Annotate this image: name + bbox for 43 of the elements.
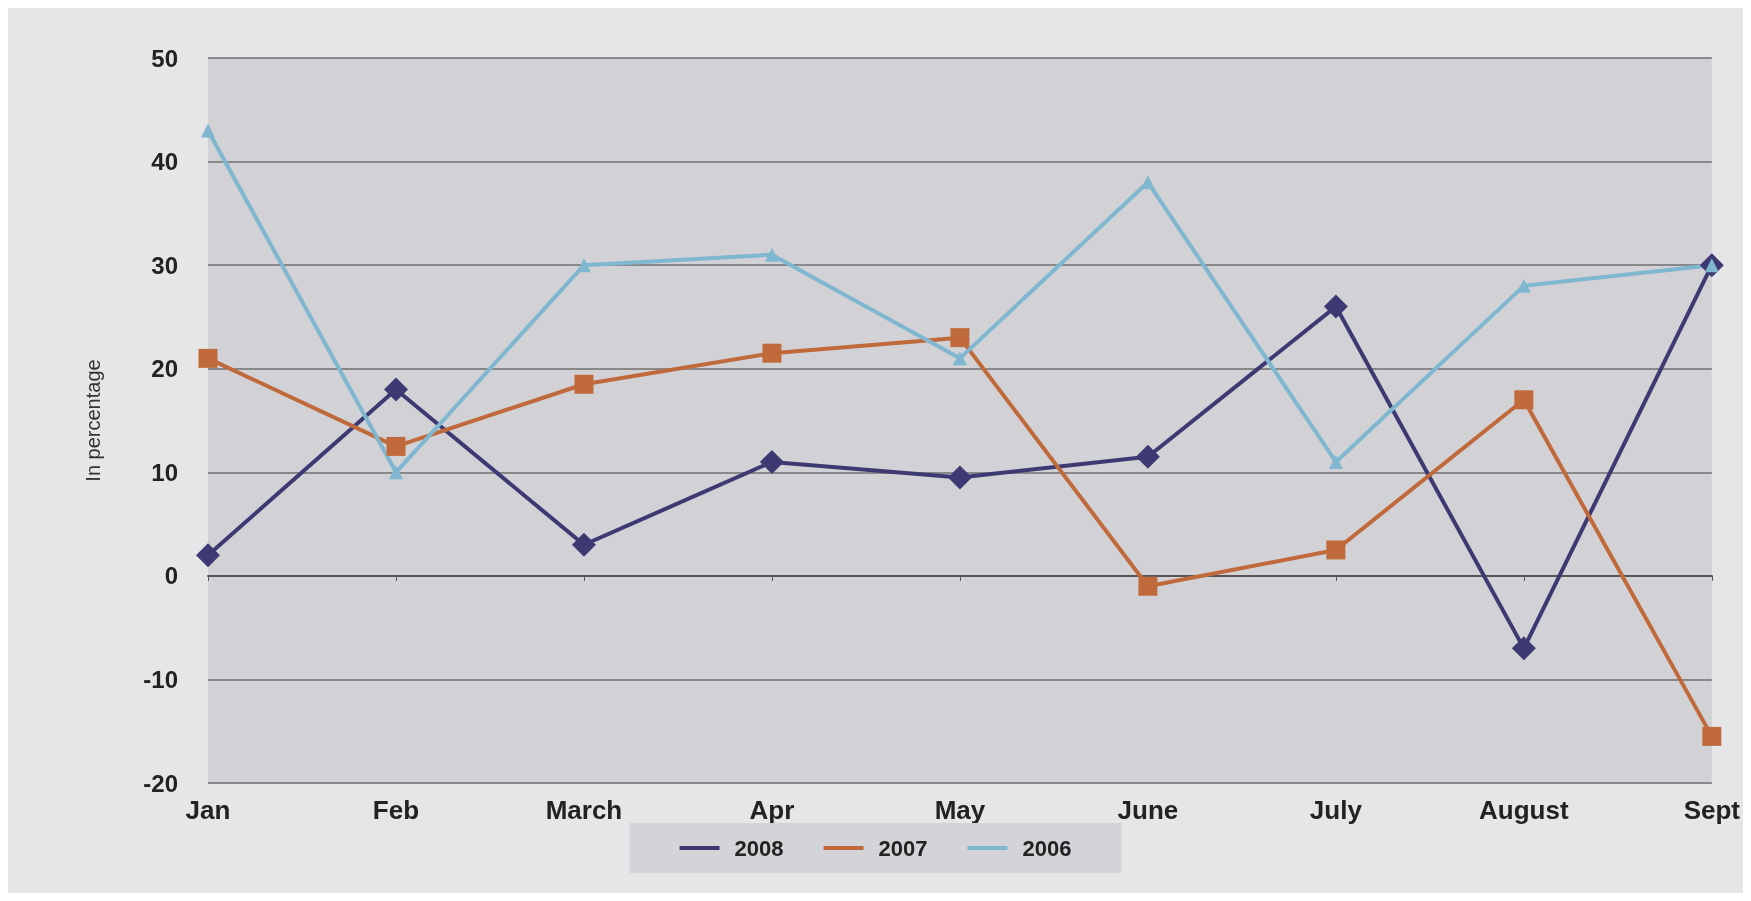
point: [196, 543, 220, 568]
point: [1135, 444, 1160, 469]
y-axis-title: In percentage: [82, 359, 104, 482]
x-tick-label: August: [1479, 795, 1569, 825]
point: [1326, 540, 1346, 560]
point: [950, 328, 970, 348]
point: [952, 351, 967, 366]
point: [383, 377, 408, 402]
y-tick-label: 20: [151, 355, 178, 383]
point: [764, 247, 779, 262]
point: [1702, 726, 1722, 746]
x-tick-label: July: [1309, 795, 1363, 825]
point: [386, 436, 406, 456]
y-tick-label: -20: [143, 769, 178, 797]
point: [574, 374, 594, 394]
legend-label: 2006: [1022, 835, 1072, 861]
x-tick-label: May: [934, 795, 986, 825]
point: [1511, 636, 1536, 661]
point: [388, 465, 403, 480]
x-tick-label: Jan: [185, 795, 231, 825]
point: [201, 123, 215, 138]
point: [947, 465, 972, 490]
point: [1323, 294, 1348, 319]
x-tick-label: Sept: [1683, 795, 1741, 825]
x-tick-label: June: [1117, 795, 1179, 825]
point: [1138, 576, 1158, 596]
point: [571, 532, 596, 557]
y-tick-label: 40: [151, 148, 178, 176]
legend-label: 2008: [734, 835, 784, 861]
y-tick-label: -10: [143, 665, 178, 693]
y-tick-label: 0: [164, 562, 178, 590]
point: [198, 348, 218, 368]
y-tick-label: 30: [151, 251, 178, 279]
point: [759, 449, 784, 474]
x-tick-label: March: [545, 795, 623, 825]
point: [762, 343, 782, 363]
x-tick-label: Feb: [372, 795, 420, 825]
point: [1328, 454, 1343, 469]
x-tick-label: Apr: [749, 795, 795, 825]
point: [1514, 390, 1534, 410]
y-tick-label: 10: [151, 458, 178, 486]
legend-label: 2007: [878, 835, 928, 861]
y-tick-label: 50: [151, 44, 178, 72]
